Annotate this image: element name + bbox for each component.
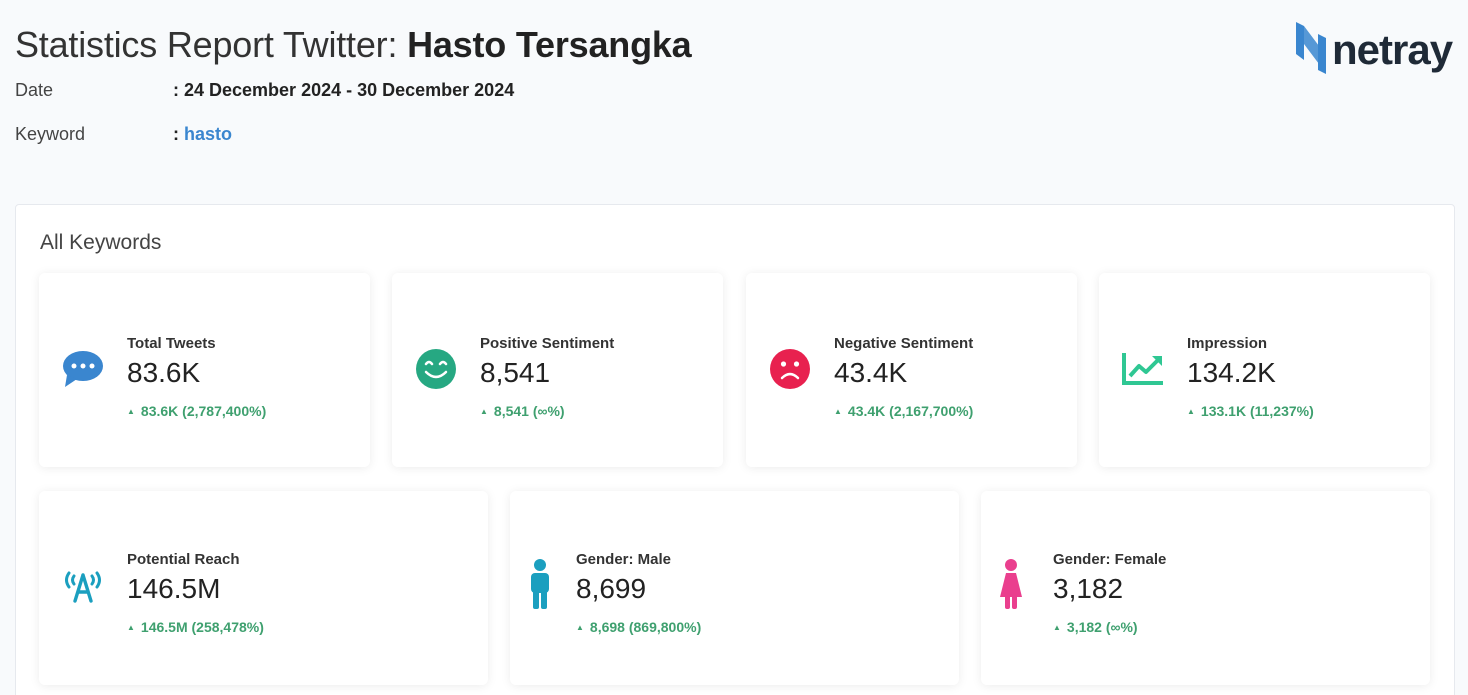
card-delta-text: 83.6K (2,787,400%) [140,403,267,419]
netray-logo: netray [1294,20,1454,81]
card-delta-text: 8,541 (∞%) [493,403,565,419]
caret-up-icon: ▲ [127,622,135,632]
keyword-label: Keyword [15,123,86,144]
report-title-prefix: Statistics Report Twitter: [15,24,408,65]
card-value: 43.4K [834,357,908,388]
card-delta: ▲ 3,182 (∞%) [1053,619,1138,635]
caret-up-icon: ▲ [127,406,135,416]
date-row: Date : 24 December 2024 - 30 December 20… [15,68,692,112]
card-delta: ▲ 43.4K (2,167,700%) [834,403,973,419]
card-potential-reach: Potential Reach 146.5M ▲ 146.5M (258,478%… [39,491,488,685]
card-label: Negative Sentiment [834,335,974,352]
card-value: 8,541 [480,357,551,388]
male-icon [518,557,562,613]
date-value: : 24 December 2024 - 30 December 2024 [173,79,515,100]
card-label: Gender: Male [576,551,672,568]
card-delta-text: 3,182 (∞%) [1066,619,1138,635]
keyword-row: Keyword : hasto [15,112,692,156]
card-label: Impression [1187,335,1268,352]
caret-up-icon: ▲ [1187,406,1195,416]
panel-title: All Keywords [40,231,162,254]
card-gender-female: Gender: Female 3,182 ▲ 3,182 (∞%) [981,491,1430,685]
card-delta: ▲ 146.5M (258,478%) [127,619,264,635]
card-label: Potential Reach [127,551,240,568]
keyword-separator: : [173,123,184,144]
card-value: 146.5M [127,573,221,604]
keyword-value-wrap: : hasto [173,124,232,145]
card-value: 8,699 [576,573,647,604]
card-label: Gender: Female [1053,551,1167,568]
sad-face-icon [768,347,812,391]
female-icon [989,557,1033,613]
card-delta: ▲ 133.1K (11,237%) [1187,403,1314,419]
card-delta: ▲ 8,541 (∞%) [480,403,565,419]
caret-up-icon: ▲ [834,406,842,416]
card-delta-text: 146.5M (258,478%) [140,619,264,635]
card-delta-text: 8,698 (869,800%) [589,619,702,635]
card-value: 3,182 [1053,573,1124,604]
card-label: Positive Sentiment [480,335,615,352]
caret-up-icon: ▲ [480,406,488,416]
report-title: Statistics Report Twitter: Hasto Tersang… [15,24,692,66]
smile-face-icon [414,347,458,391]
card-delta: ▲ 8,698 (869,800%) [576,619,701,635]
netray-logo-text: netray [1332,26,1453,73]
card-impression: Impression 134.2K ▲ 133.1K (11,237%) [1099,273,1430,467]
card-total-tweets: Total Tweets 83.6K ▲ 83.6K (2,787,400%) [39,273,370,467]
date-label: Date [15,79,54,100]
card-delta-text: 133.1K (11,237%) [1200,403,1314,419]
card-value: 134.2K [1187,357,1276,388]
keyword-value: hasto [184,123,233,144]
caret-up-icon: ▲ [576,622,584,632]
card-label: Total Tweets [127,335,216,352]
card-positive-sentiment: Positive Sentiment 8,541 ▲ 8,541 (∞%) [392,273,723,467]
report-title-topic: Hasto Tersangka [407,24,692,65]
chat-bubble-icon [61,347,105,391]
card-delta-text: 43.4K (2,167,700%) [847,403,974,419]
caret-up-icon: ▲ [1053,622,1061,632]
card-gender-male: Gender: Male 8,699 ▲ 8,698 (869,800%) [510,491,959,685]
card-negative-sentiment: Negative Sentiment 43.4K ▲ 43.4K (2,167,7… [746,273,1077,467]
trend-chart-icon [1121,347,1165,391]
broadcast-tower-icon [61,563,105,607]
all-keywords-panel: All Keywords Total Tweets 83.6K ▲ 83.6K (… [15,204,1455,695]
netray-n-logo-icon [1294,20,1328,81]
report-header: Statistics Report Twitter: Hasto Tersang… [15,24,692,156]
card-value: 83.6K [127,357,201,388]
card-delta: ▲ 83.6K (2,787,400%) [127,403,266,419]
